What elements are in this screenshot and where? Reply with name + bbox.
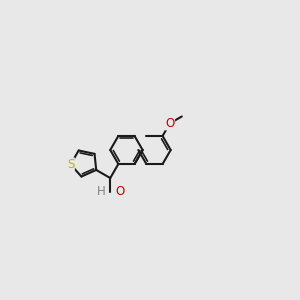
Text: O: O [116,185,125,198]
Text: O: O [165,117,175,130]
Text: H: H [97,185,106,198]
Text: S: S [67,158,74,171]
